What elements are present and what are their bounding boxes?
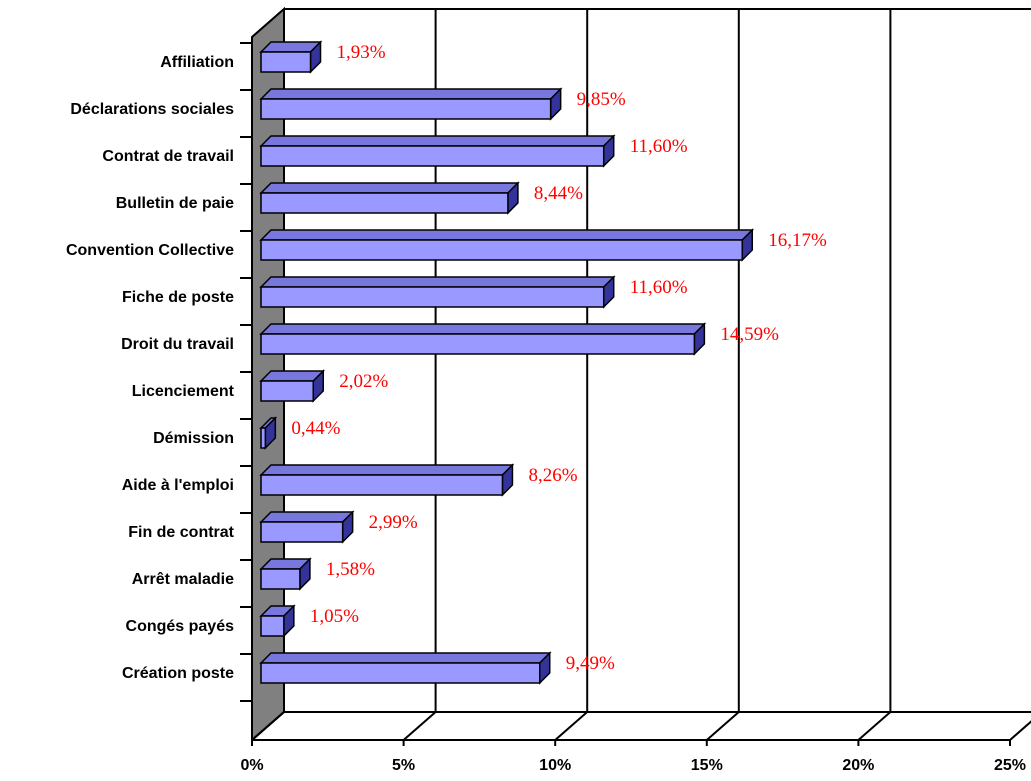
bar xyxy=(260,51,312,73)
bar xyxy=(260,662,541,684)
gridlines xyxy=(251,9,1031,741)
data-label: 9,85% xyxy=(577,89,626,110)
data-label: 11,60% xyxy=(630,277,688,298)
bar xyxy=(260,380,314,402)
data-label: 14,59% xyxy=(720,324,779,345)
floor-gridline xyxy=(251,711,285,741)
bar xyxy=(260,286,605,308)
floor-gridline xyxy=(1009,720,1031,741)
axes xyxy=(240,37,1031,746)
data-label: 9,49% xyxy=(566,653,615,674)
data-label: 2,99% xyxy=(369,512,418,533)
x-tick-label: 5% xyxy=(392,757,415,774)
bar-top xyxy=(259,652,552,664)
category-label: Convention Collective xyxy=(66,242,234,259)
data-label: 11,60% xyxy=(630,136,688,157)
category-label: Déclarations sociales xyxy=(70,101,234,118)
x-tick-label: 15% xyxy=(691,757,723,774)
category-label: Congés payés xyxy=(126,618,235,635)
data-label: 8,26% xyxy=(528,465,577,486)
bar-top xyxy=(259,511,355,523)
floor-gridline xyxy=(402,711,437,741)
labels: 0% 5% 10% 15% 20% 25% Affiliation 1,93% Déclarat… xyxy=(66,42,1026,774)
category-label: Licenciement xyxy=(132,383,235,400)
bar xyxy=(260,568,301,590)
category-label: Fin de contrat xyxy=(128,524,234,541)
bar xyxy=(260,521,344,543)
bar-top xyxy=(259,182,520,194)
data-label: 8,44% xyxy=(534,183,583,204)
category-label: Affiliation xyxy=(160,54,234,71)
data-label: 1,58% xyxy=(326,559,375,580)
bar-top xyxy=(259,464,515,476)
x-tick-label: 25% xyxy=(994,757,1026,774)
data-label: 2,02% xyxy=(339,371,388,392)
category-label: Bulletin de paie xyxy=(116,195,234,212)
bar xyxy=(260,192,509,214)
bar xyxy=(260,333,696,355)
bar-top xyxy=(259,135,616,147)
bar xyxy=(260,98,552,120)
category-label: Fiche de poste xyxy=(122,289,234,306)
bar-top xyxy=(259,276,616,288)
x-tick-label: 0% xyxy=(240,757,263,774)
bar xyxy=(260,427,267,449)
bar-top xyxy=(259,88,563,100)
bar xyxy=(260,615,285,637)
category-label: Démission xyxy=(153,430,234,447)
bar xyxy=(260,239,744,261)
floor-gridline xyxy=(857,711,892,741)
floor-gridline xyxy=(706,711,740,741)
floor-gridline xyxy=(554,711,588,741)
x-tick-label: 20% xyxy=(842,757,874,774)
bar xyxy=(260,145,605,167)
category-label: Aide à l'emploi xyxy=(122,477,234,494)
bar-top xyxy=(259,323,707,335)
bars xyxy=(259,40,755,685)
data-label: 1,93% xyxy=(337,42,386,63)
category-label: Droit du travail xyxy=(121,336,234,353)
data-label: 16,17% xyxy=(768,230,827,251)
bar-top xyxy=(259,229,755,241)
category-label: Contrat de travail xyxy=(102,148,234,165)
category-label: Création poste xyxy=(122,665,234,682)
data-label: 1,05% xyxy=(310,606,359,627)
category-label: Arrêt maladie xyxy=(132,571,234,588)
bar xyxy=(260,474,504,496)
data-label: 0,44% xyxy=(291,418,340,439)
x-tick-label: 10% xyxy=(539,757,571,774)
